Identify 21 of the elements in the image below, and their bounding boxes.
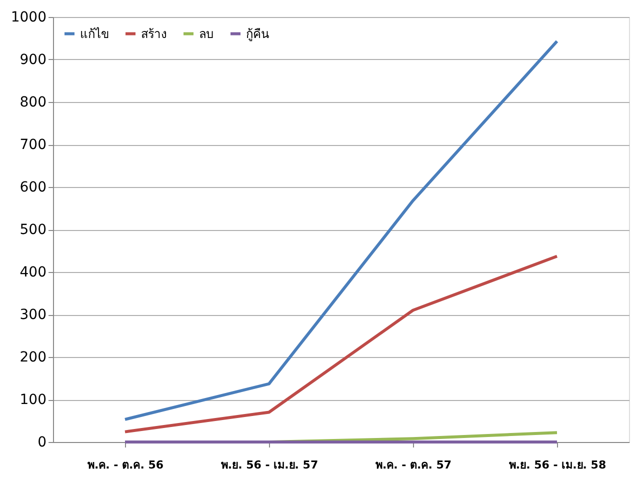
x-tick-label: พ.ค. - ต.ค. 56 [87, 458, 164, 472]
y-tick-label: 700 [20, 137, 46, 153]
legend-label: กู้คืน [246, 26, 269, 42]
legend-label: สร้าง [141, 26, 167, 41]
line-series [124, 254, 558, 434]
y-tick-label: 600 [20, 180, 46, 196]
line-series [124, 40, 558, 421]
legend-label: ลบ [199, 26, 214, 41]
x-tick-label: พ.ค. - ต.ค. 57 [375, 458, 452, 472]
y-tick-label: 900 [20, 52, 46, 68]
y-tick-label: 1000 [10, 10, 46, 26]
y-tick-label: 100 [20, 392, 46, 408]
y-tick-label: 0 [38, 434, 46, 450]
y-tick-label: 400 [20, 264, 46, 280]
x-tick-label: พ.ย. 56 - เม.ย. 58 [508, 458, 606, 472]
y-tick-label: 800 [20, 94, 46, 110]
legend-label: แก้ไข [80, 26, 109, 41]
y-tick-label: 300 [20, 307, 46, 323]
x-tick-label: พ.ย. 56 - เม.ย. 57 [220, 458, 318, 472]
y-tick-label: 500 [20, 222, 46, 238]
y-tick-label: 200 [20, 350, 46, 366]
